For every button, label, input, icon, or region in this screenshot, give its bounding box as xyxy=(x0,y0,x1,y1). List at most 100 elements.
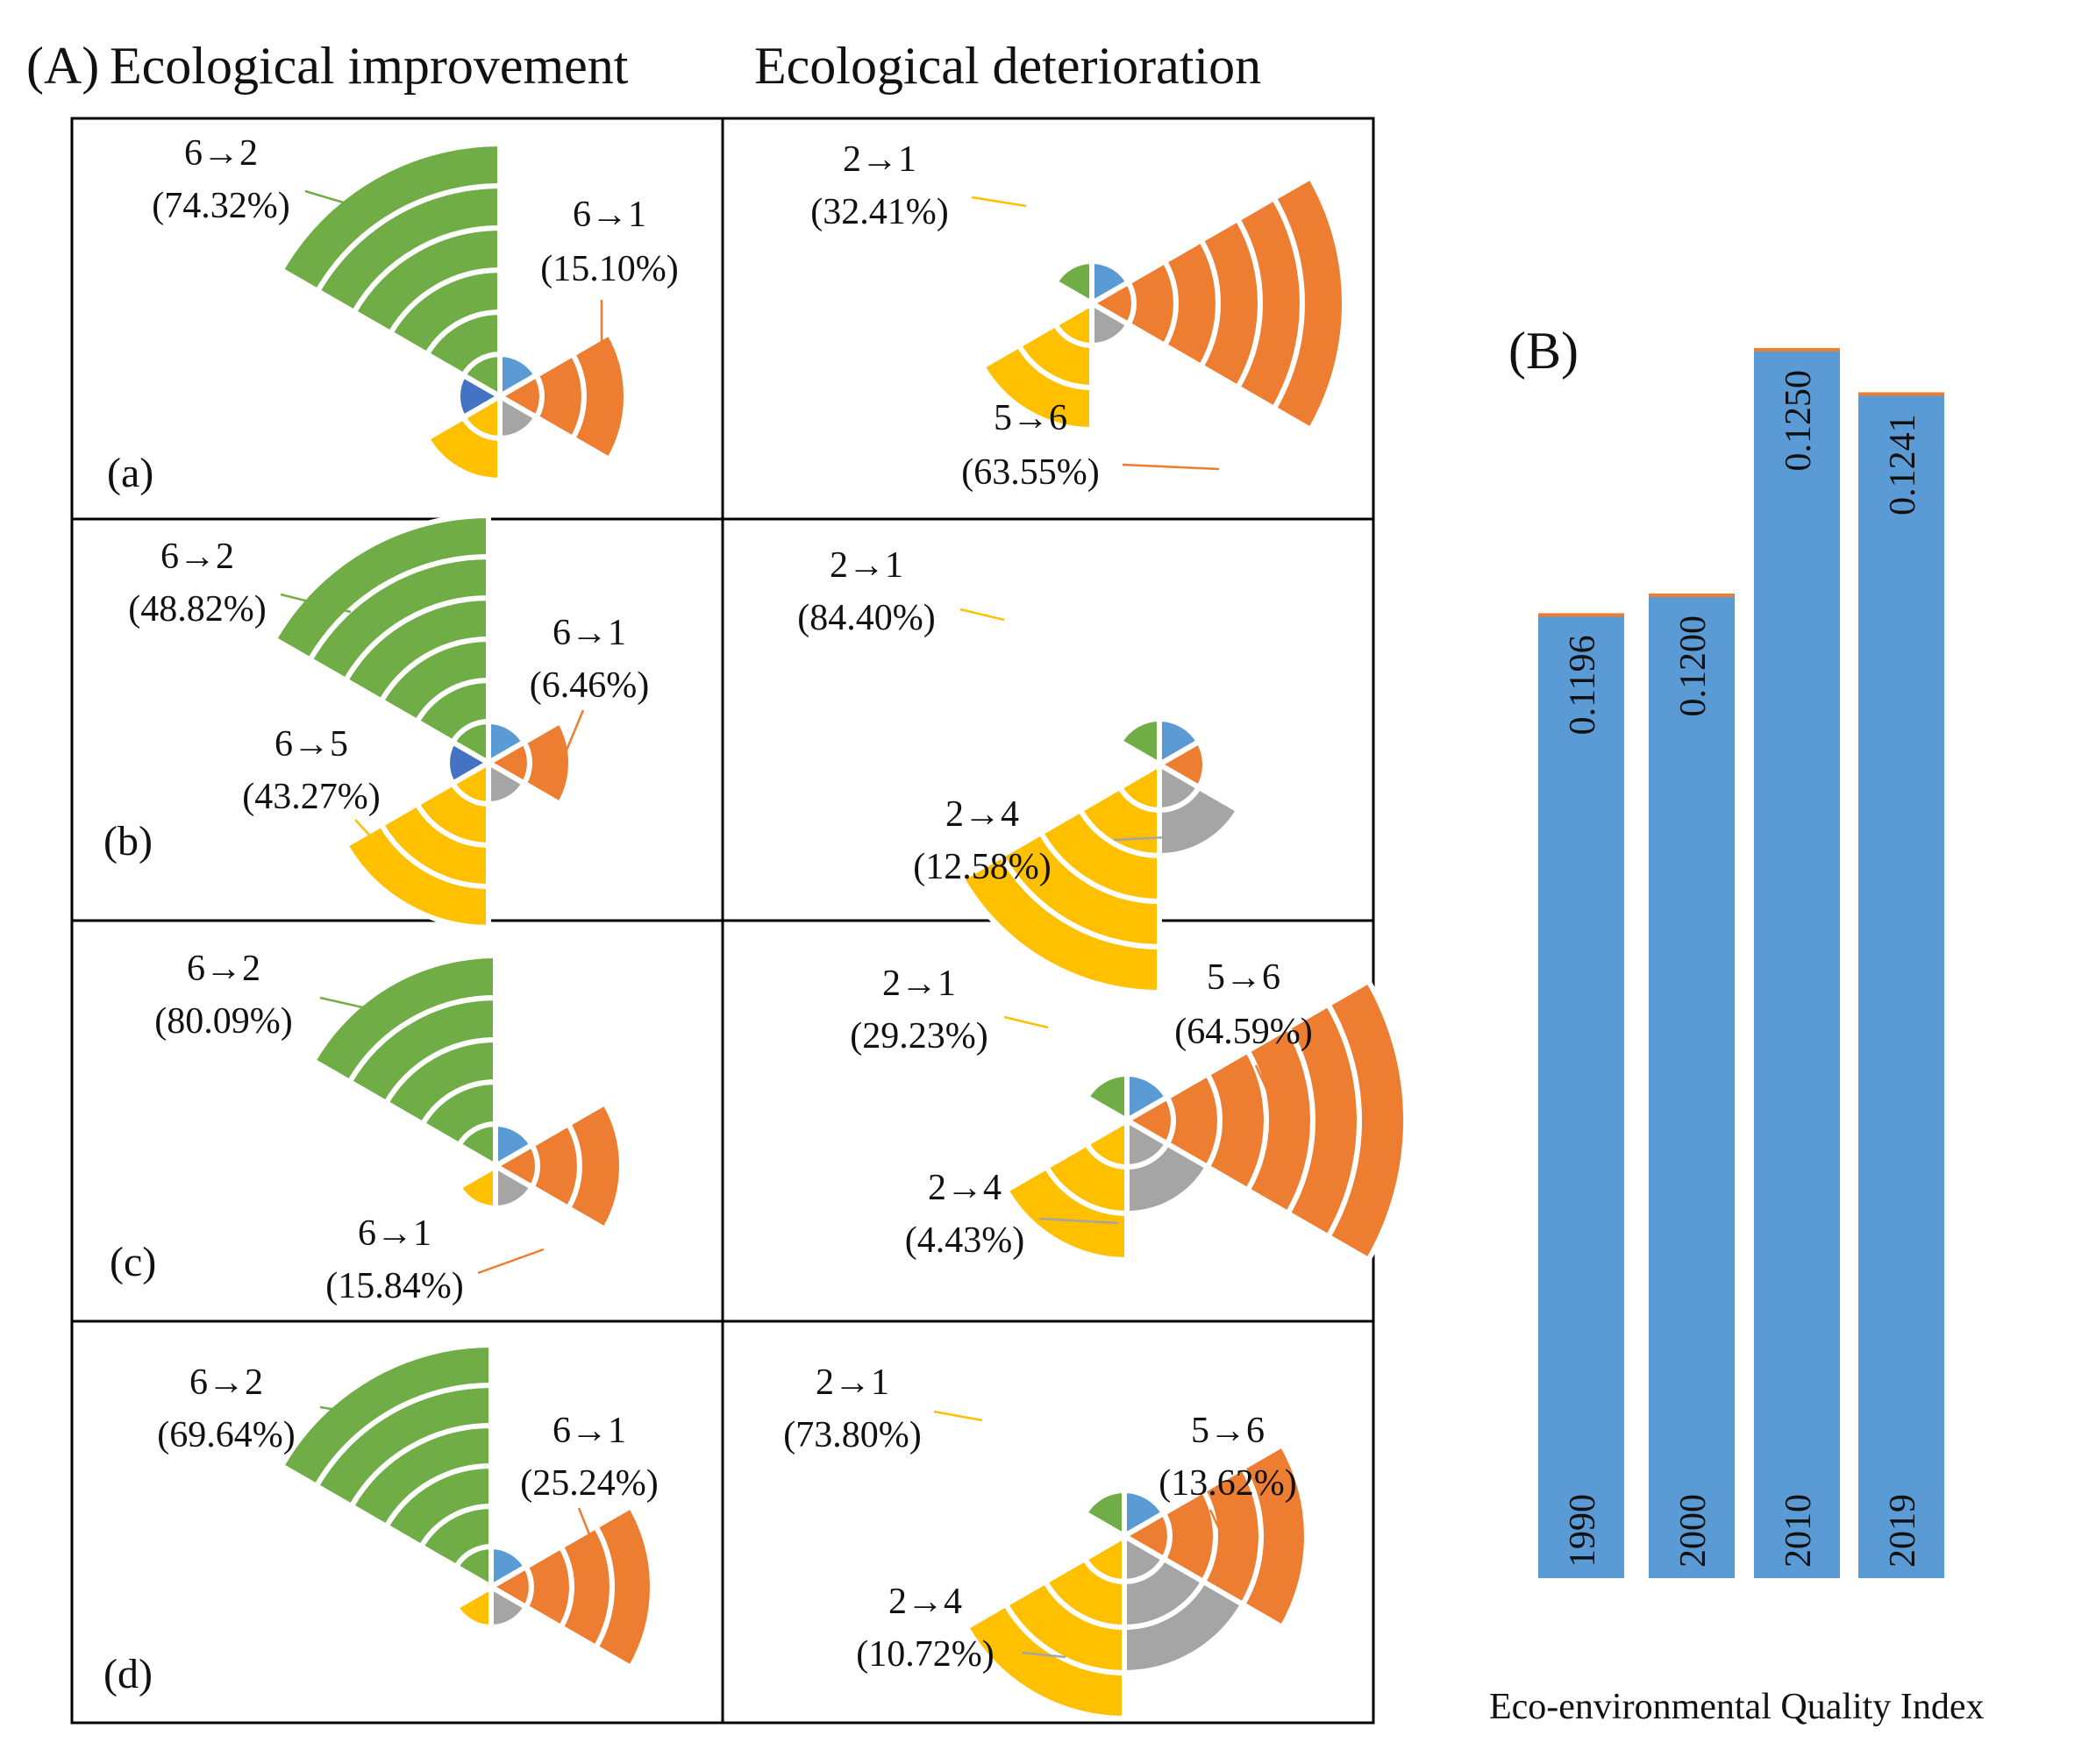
bar-2019 xyxy=(1858,395,1944,1578)
row-label-d: (d) xyxy=(103,1651,153,1697)
annot-d-det-gray-2: (10.72%) xyxy=(856,1634,994,1675)
annot-b-det-yellow-2: (84.40%) xyxy=(797,598,935,638)
radial-chart-c-deterioration xyxy=(1003,978,1408,1263)
radial-d-improvement-yellow-ring-1 xyxy=(453,1584,494,1630)
radial-d-deterioration-yellow-ring-4 xyxy=(963,1602,1127,1721)
radial-chart-c-improvement xyxy=(310,953,624,1232)
leader-c-det-orange xyxy=(1254,1064,1273,1101)
radial-b-deterioration-yellow-ring-5 xyxy=(959,853,1162,995)
annot-b-imp-green-1: 6→2 xyxy=(160,537,234,577)
annot-d-det-gray-1: 2→4 xyxy=(888,1582,962,1622)
bar-cap-2000 xyxy=(1649,594,1735,597)
bar-value-label-1990: 0.1196 xyxy=(1563,635,1603,735)
annot-d-imp-orange-1: 6→1 xyxy=(553,1411,626,1451)
radial-b-improvement-green-ring-6 xyxy=(271,513,491,663)
leader-a-det-orange xyxy=(1122,463,1220,471)
annot-b-det-gray-1: 2→4 xyxy=(945,794,1019,835)
panel-a-label: (A) xyxy=(26,37,99,95)
radial-a-improvement-orange-ring-3 xyxy=(570,331,629,462)
annot-c-imp-green-2: (80.09%) xyxy=(154,1001,292,1042)
panel-b-bars: 0.1196 1990 0.1200 2000 0.1250 2010 0.1241 2019 xyxy=(1538,348,1944,1578)
radial-a-deterioration-green-ring-1 xyxy=(1052,258,1094,306)
radial-c-improvement-yellow-ring-1 xyxy=(456,1163,498,1212)
radial-chart-d-improvement xyxy=(279,1342,655,1670)
leader-b-imp-yellow xyxy=(354,819,378,844)
panel-b-x-axis-label: Eco-environmental Quality Index xyxy=(1489,1687,1984,1727)
annot-b-det-yellow-1: 2→1 xyxy=(830,545,903,586)
annot-b-imp-green-2: (48.82%) xyxy=(128,589,266,629)
leader-d-det-gray xyxy=(1021,1651,1066,1659)
radial-c-improvement-orange-ring-3 xyxy=(566,1100,624,1232)
leader-b-det-gray xyxy=(1113,836,1167,842)
bar-cap-1990 xyxy=(1538,613,1624,617)
leader-b-imp-green xyxy=(280,593,352,614)
bar-category-label-2019: 2019 xyxy=(1883,1494,1923,1568)
panel-b-label: (B) xyxy=(1508,322,1579,380)
annot-a-imp-orange-2: (15.10%) xyxy=(540,249,678,289)
annot-a-det-yellow-1: 2→1 xyxy=(843,139,916,180)
annot-d-det-yellow-2: (73.80%) xyxy=(783,1415,921,1455)
annot-a-det-orange-2: (63.55%) xyxy=(961,452,1099,493)
annot-c-det-gray-2: (4.43%) xyxy=(905,1220,1024,1261)
radial-b-improvement-orange-ring-2 xyxy=(521,719,574,807)
annot-d-det-yellow-1: 2→1 xyxy=(816,1362,889,1403)
annot-c-imp-green-1: 6→2 xyxy=(187,949,260,989)
annot-a-imp-green-1: 6→2 xyxy=(184,133,258,174)
leader-b-imp-orange xyxy=(564,709,585,753)
leader-a-imp-green xyxy=(304,189,356,208)
radial-d-deterioration-orange-ring-4 xyxy=(1240,1442,1309,1630)
row-label-b: (b) xyxy=(103,818,153,864)
radial-chart-b-improvement xyxy=(271,513,574,930)
bar-value-label-2019: 0.1241 xyxy=(1883,414,1923,516)
radial-c-deterioration-green-ring-1 xyxy=(1084,1071,1130,1123)
bar-value-label-2010: 0.1250 xyxy=(1779,370,1819,472)
leader-c-det-yellow xyxy=(1003,1015,1049,1029)
radial-a-deterioration-yellow-ring-3 xyxy=(980,343,1094,432)
annot-b-imp-orange-1: 6→1 xyxy=(553,613,626,653)
annot-c-det-orange-1: 5→6 xyxy=(1207,957,1280,998)
leader-c-imp-orange xyxy=(477,1248,545,1275)
annot-a-imp-orange-1: 6→1 xyxy=(573,195,646,235)
annot-d-det-orange-2: (13.62%) xyxy=(1159,1463,1296,1504)
bar-category-label-1990: 1990 xyxy=(1563,1494,1603,1568)
radial-d-deterioration-green-ring-1 xyxy=(1082,1488,1127,1539)
annot-d-det-orange-1: 5→6 xyxy=(1191,1411,1265,1451)
bar-category-label-2010: 2010 xyxy=(1779,1494,1819,1568)
annot-d-imp-orange-2: (25.24%) xyxy=(520,1463,658,1504)
radial-d-improvement-orange-ring-4 xyxy=(593,1504,655,1670)
leader-lines xyxy=(280,189,1273,1659)
annot-b-imp-orange-2: (6.46%) xyxy=(530,665,649,706)
radial-b-improvement-yellow-ring-4 xyxy=(343,822,491,930)
bar-2010 xyxy=(1754,351,1840,1578)
radial-chart-a-deterioration xyxy=(980,174,1347,432)
leader-d-det-orange xyxy=(1208,1509,1230,1548)
leader-d-imp-green xyxy=(319,1405,376,1418)
annot-a-det-yellow-2: (32.41%) xyxy=(810,192,948,232)
annot-c-det-yellow-1: 2→1 xyxy=(882,964,956,1004)
bar-cap-2019 xyxy=(1858,392,1944,396)
column-title-improvement: Ecological improvement xyxy=(110,37,629,95)
annot-c-det-yellow-2: (29.23%) xyxy=(850,1016,987,1056)
annot-a-det-orange-1: 5→6 xyxy=(994,398,1067,438)
annot-c-imp-orange-2: (15.84%) xyxy=(325,1266,463,1306)
annot-c-det-gray-1: 2→4 xyxy=(928,1168,1002,1208)
radial-d-improvement-green-ring-6 xyxy=(279,1342,494,1489)
annot-d-imp-green-2: (69.64%) xyxy=(157,1415,295,1455)
leader-c-det-gray xyxy=(1038,1217,1119,1225)
leader-c-imp-green xyxy=(319,996,387,1014)
annot-a-imp-green-2: (74.32%) xyxy=(152,186,289,226)
bar-1990 xyxy=(1538,615,1624,1578)
annot-b-imp-yellow-1: 6→5 xyxy=(274,724,348,765)
radial-a-deterioration-orange-ring-6 xyxy=(1271,174,1347,432)
radial-chart-d-deterioration xyxy=(963,1442,1309,1721)
annot-c-imp-orange-1: 6→1 xyxy=(358,1213,431,1254)
row-label-a: (a) xyxy=(107,450,153,496)
annot-b-det-gray-2: (12.58%) xyxy=(913,847,1051,887)
annot-d-imp-green-1: 6→2 xyxy=(189,1362,263,1403)
annot-c-det-orange-2: (64.59%) xyxy=(1174,1012,1312,1052)
radial-b-deterioration-green-ring-1 xyxy=(1117,716,1162,767)
bar-value-label-2000: 0.1200 xyxy=(1673,615,1714,717)
column-title-deterioration: Ecological deterioration xyxy=(754,37,1261,95)
radial-a-improvement-yellow-ring-2 xyxy=(424,415,503,483)
bar-2000 xyxy=(1649,596,1735,1578)
